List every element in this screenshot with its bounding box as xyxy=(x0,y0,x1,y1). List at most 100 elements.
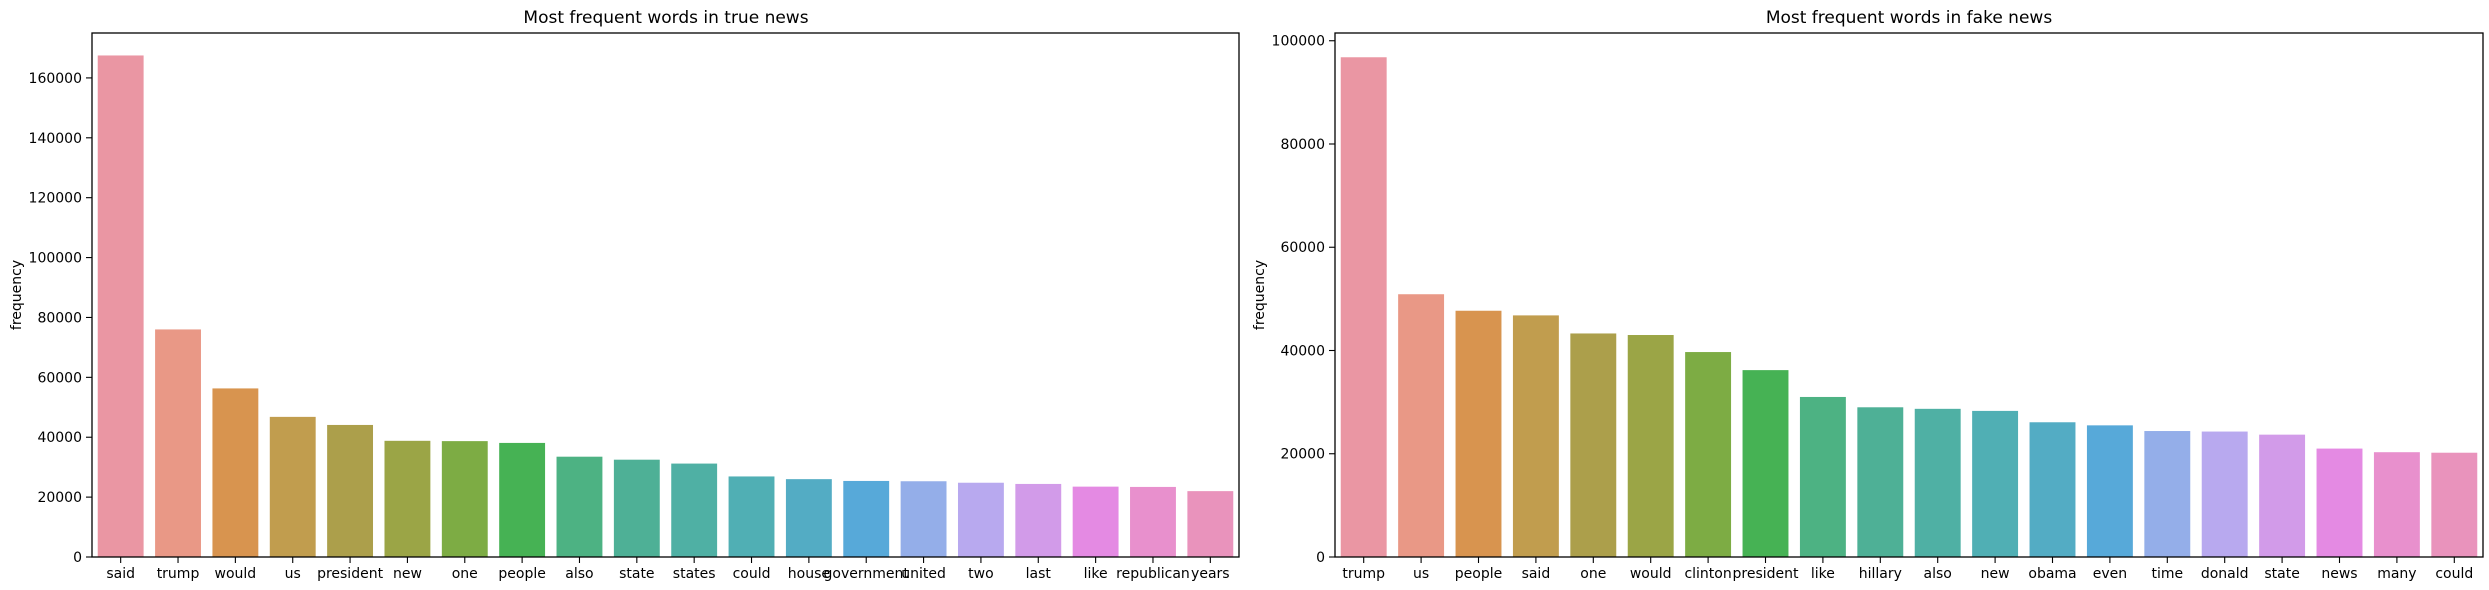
x-tick-label: government xyxy=(824,566,910,582)
bar-republican xyxy=(1130,486,1176,557)
bar-said xyxy=(97,55,144,558)
x-tick-label: could xyxy=(2435,566,2473,582)
y-tick-label: 0 xyxy=(73,550,82,566)
x-tick-label: united xyxy=(901,566,946,582)
bar-obama xyxy=(2029,422,2076,557)
x-tick-label: time xyxy=(2151,566,2183,582)
x-tick-label: obama xyxy=(2028,566,2076,582)
bar-like xyxy=(1072,486,1119,557)
x-tick-label: people xyxy=(1455,566,1502,582)
bar-could xyxy=(728,476,775,557)
y-tick-label: 160000 xyxy=(29,71,82,87)
x-tick-label: us xyxy=(285,566,301,582)
bar-house xyxy=(785,479,832,557)
bar-new xyxy=(1972,410,2019,557)
x-tick-label: people xyxy=(498,566,545,582)
x-tick-label: one xyxy=(1580,566,1606,582)
x-tick-label: state xyxy=(2264,566,2299,582)
bar-said xyxy=(1512,315,1559,557)
bar-many xyxy=(2373,452,2420,557)
x-tick-label: president xyxy=(1733,566,1800,582)
x-tick-label: one xyxy=(452,566,478,582)
x-tick-label: said xyxy=(1522,566,1551,582)
x-tick-label: many xyxy=(2377,566,2416,582)
x-tick-label: house xyxy=(788,566,830,582)
bar-one xyxy=(441,441,488,557)
bar-trump xyxy=(1340,57,1387,557)
x-tick-label: new xyxy=(393,566,422,582)
bar-people xyxy=(499,442,546,557)
bar-one xyxy=(1570,333,1617,557)
y-tick-label: 80000 xyxy=(37,310,82,326)
y-tick-label: 120000 xyxy=(29,191,82,207)
bar-new xyxy=(384,440,431,557)
bar-like xyxy=(1799,396,1846,557)
x-tick-label: also xyxy=(565,566,593,582)
bar-trump xyxy=(155,329,201,557)
x-tick-label: republican xyxy=(1116,566,1190,582)
x-tick-label: president xyxy=(317,566,384,582)
bar-state xyxy=(613,459,660,557)
bar-us xyxy=(269,416,316,557)
bar-years xyxy=(1187,491,1234,557)
bar-last xyxy=(1015,483,1062,557)
x-tick-label: state xyxy=(619,566,654,582)
x-tick-label: two xyxy=(968,566,994,582)
y-tick-label: 60000 xyxy=(37,370,82,386)
x-tick-label: like xyxy=(1811,566,1835,582)
bar-also xyxy=(556,456,603,557)
bar-states xyxy=(671,463,718,557)
y-tick-label: 20000 xyxy=(1280,447,1325,463)
x-tick-label: would xyxy=(1630,566,1672,582)
x-tick-label: like xyxy=(1084,566,1108,582)
x-tick-label: years xyxy=(1191,566,1230,582)
chart-title: Most frequent words in fake news xyxy=(1766,8,2053,28)
bar-would xyxy=(212,388,259,557)
plot-frame xyxy=(91,32,1240,558)
bar-government xyxy=(843,480,890,557)
bar-could xyxy=(2431,452,2478,557)
x-tick-label: trump xyxy=(1342,566,1385,582)
bar-would xyxy=(1627,335,1674,557)
bar-people xyxy=(1455,310,1502,557)
chart-fake-news: Most frequent words in fake news frequen… xyxy=(1252,8,2484,582)
x-tick-label: clinton xyxy=(1684,566,1731,582)
bar-even xyxy=(2086,425,2133,557)
x-tick-label: last xyxy=(1026,566,1052,582)
bar-time xyxy=(2144,431,2191,557)
bar-hillary xyxy=(1857,407,1904,557)
x-tick-label: us xyxy=(1413,566,1429,582)
x-tick-label: news xyxy=(2321,566,2357,582)
x-tick-label: also xyxy=(1924,566,1952,582)
y-axis-label: frequency xyxy=(1252,260,1268,330)
plot-frame xyxy=(1334,32,2484,558)
bar-also xyxy=(1914,408,1961,557)
y-tick-label: 0 xyxy=(1316,550,1325,566)
bar-two xyxy=(957,482,1004,557)
y-tick-label: 100000 xyxy=(1272,34,1325,50)
bar-news xyxy=(2316,448,2363,557)
bar-state xyxy=(2259,434,2306,557)
bar-president xyxy=(1742,370,1789,557)
bar-united xyxy=(900,481,947,557)
y-tick-label: 20000 xyxy=(37,490,82,506)
bar-clinton xyxy=(1685,352,1732,557)
y-tick-label: 40000 xyxy=(37,430,82,446)
y-tick-label: 140000 xyxy=(29,131,82,147)
y-tick-label: 100000 xyxy=(29,251,82,267)
x-tick-label: states xyxy=(673,566,716,582)
x-tick-label: could xyxy=(733,566,771,582)
y-tick-label: 40000 xyxy=(1280,343,1325,359)
y-tick-label: 60000 xyxy=(1280,240,1325,256)
chart-true-news: Most frequent words in true news frequen… xyxy=(9,8,1240,582)
bar-us xyxy=(1398,294,1445,557)
x-tick-label: donald xyxy=(2201,566,2249,582)
x-tick-label: even xyxy=(2093,566,2127,582)
bar-donald xyxy=(2201,431,2248,557)
x-tick-label: trump xyxy=(157,566,200,582)
chart-title: Most frequent words in true news xyxy=(523,8,808,28)
x-tick-label: hillary xyxy=(1859,566,1902,582)
y-axis-label: frequency xyxy=(9,260,25,330)
x-tick-label: would xyxy=(215,566,257,582)
